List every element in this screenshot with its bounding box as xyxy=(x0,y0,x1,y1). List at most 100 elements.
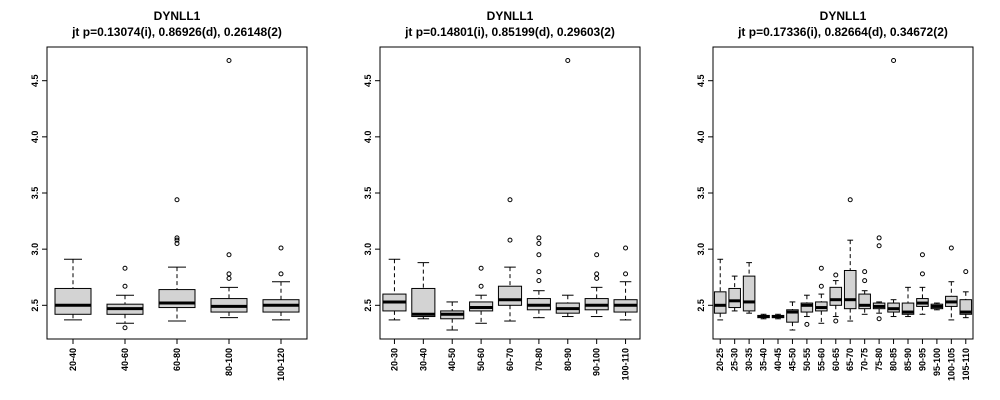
x-tick-label: 60-80 xyxy=(172,348,182,371)
box-50-55 xyxy=(800,294,814,327)
box-65-70 xyxy=(843,197,857,322)
outlier-point xyxy=(122,265,128,271)
x-tick-label: 60-70 xyxy=(505,348,515,371)
outlier-point xyxy=(862,269,868,275)
outlier-point xyxy=(847,197,853,203)
outlier-point xyxy=(174,237,180,243)
box-60-70 xyxy=(497,197,523,322)
box-45-50 xyxy=(786,301,799,331)
y-tick-label: 3.0 xyxy=(30,243,40,256)
x-tick-label: 40-50 xyxy=(447,348,457,371)
x-tick-label: 45-50 xyxy=(787,348,797,371)
chart-title: DYNLL1 xyxy=(154,9,201,23)
outlier-point xyxy=(122,283,128,289)
box-iqr xyxy=(959,299,973,315)
outlier-point xyxy=(226,275,232,281)
x-tick-label: 20-25 xyxy=(715,348,725,371)
x-tick-label: 25-30 xyxy=(730,348,740,371)
outlier-point xyxy=(536,235,542,241)
x-tick-label: 80-85 xyxy=(889,348,899,371)
outlier-point xyxy=(919,252,925,258)
box-30-40 xyxy=(411,262,436,320)
box-30-35 xyxy=(742,262,756,314)
box-20-25 xyxy=(713,258,727,321)
chart-subtitle: jt p=0.17336(i), 0.82664(d), 0.34672(2) xyxy=(737,25,948,39)
outlier-point xyxy=(278,271,284,277)
box-20-30 xyxy=(382,258,407,321)
outlier-point xyxy=(507,237,513,243)
x-tick-label: 50-55 xyxy=(802,348,812,371)
outlier-point xyxy=(833,272,839,278)
x-tick-label: 70-80 xyxy=(534,348,544,371)
box-105-110 xyxy=(959,269,973,319)
box-iqr xyxy=(858,293,871,310)
x-tick-label: 80-90 xyxy=(563,348,573,371)
box-iqr xyxy=(742,275,756,312)
x-tick-label: 50-60 xyxy=(476,348,486,371)
box-iqr xyxy=(411,287,436,318)
outlier-point xyxy=(565,57,571,63)
outlier-point xyxy=(963,269,969,275)
outlier-point xyxy=(919,271,925,277)
x-tick-label: 90-95 xyxy=(917,348,927,371)
box-80-90 xyxy=(555,57,580,318)
outlier-point xyxy=(948,245,954,251)
chart-subtitle: jt p=0.13074(i), 0.86926(d), 0.26148(2) xyxy=(71,25,282,39)
boxplot-panel-2: DYNLL1 jt p=0.14801(i), 0.85199(d), 0.296… xyxy=(363,9,641,381)
box-iqr xyxy=(158,289,196,309)
box-70-75 xyxy=(858,269,871,315)
y-tick-label: 2.5 xyxy=(696,299,706,312)
outlier-point xyxy=(122,325,128,331)
y-tick-label: 3.5 xyxy=(696,187,706,200)
box-100-110 xyxy=(613,245,638,321)
box-50-60 xyxy=(469,265,494,324)
chart-title: DYNLL1 xyxy=(820,9,867,23)
outlier-point xyxy=(174,197,180,203)
outlier-point xyxy=(876,316,882,322)
x-tick-label: 70-75 xyxy=(860,348,870,371)
box-40-45 xyxy=(771,313,785,320)
y-tick-label: 4.0 xyxy=(696,131,706,144)
outlier-point xyxy=(804,321,810,327)
outlier-point xyxy=(876,235,882,241)
box-iqr xyxy=(829,286,843,306)
x-tick-label: 95-100 xyxy=(932,348,942,376)
y-tick-label: 2.5 xyxy=(363,299,373,312)
box-60-80 xyxy=(158,197,196,322)
y-tick-label: 3.5 xyxy=(30,187,40,200)
x-tick-label: 85-90 xyxy=(903,348,913,371)
y-tick-label: 2.5 xyxy=(30,299,40,312)
outlier-point xyxy=(226,57,232,63)
outlier-point xyxy=(536,252,542,258)
box-iqr xyxy=(786,309,799,323)
x-tick-label: 60-65 xyxy=(831,348,841,371)
boxplot-panel-3: DYNLL1 jt p=0.17336(i), 0.82664(d), 0.346… xyxy=(696,9,974,381)
outlier-point xyxy=(536,278,542,284)
x-tick-label: 40-60 xyxy=(120,348,130,371)
box-iqr xyxy=(901,302,915,315)
outlier-point xyxy=(174,235,180,241)
chart-title: DYNLL1 xyxy=(487,9,534,23)
outlier-point xyxy=(536,241,542,247)
x-tick-label: 100-110 xyxy=(621,348,631,381)
box-20-40 xyxy=(54,258,92,321)
box-70-80 xyxy=(526,235,551,319)
x-tick-label: 20-40 xyxy=(68,348,78,371)
x-tick-label: 30-35 xyxy=(744,348,754,371)
outlier-point xyxy=(818,265,824,271)
x-tick-label: 100-105 xyxy=(946,348,956,381)
box-80-85 xyxy=(887,57,900,318)
outlier-point xyxy=(623,245,629,251)
outlier-point xyxy=(818,283,824,289)
x-tick-label: 65-70 xyxy=(845,348,855,371)
outlier-point xyxy=(536,269,542,275)
box-95-100 xyxy=(930,302,944,311)
y-tick-label: 4.5 xyxy=(363,74,373,87)
y-tick-label: 3.0 xyxy=(363,243,373,256)
boxplot-panel-1: DYNLL1 jt p=0.13074(i), 0.86926(d), 0.261… xyxy=(30,9,308,381)
x-tick-label: 100-120 xyxy=(276,348,286,381)
outlier-point xyxy=(226,252,232,258)
box-iqr xyxy=(800,302,814,313)
box-100-105 xyxy=(945,245,958,321)
